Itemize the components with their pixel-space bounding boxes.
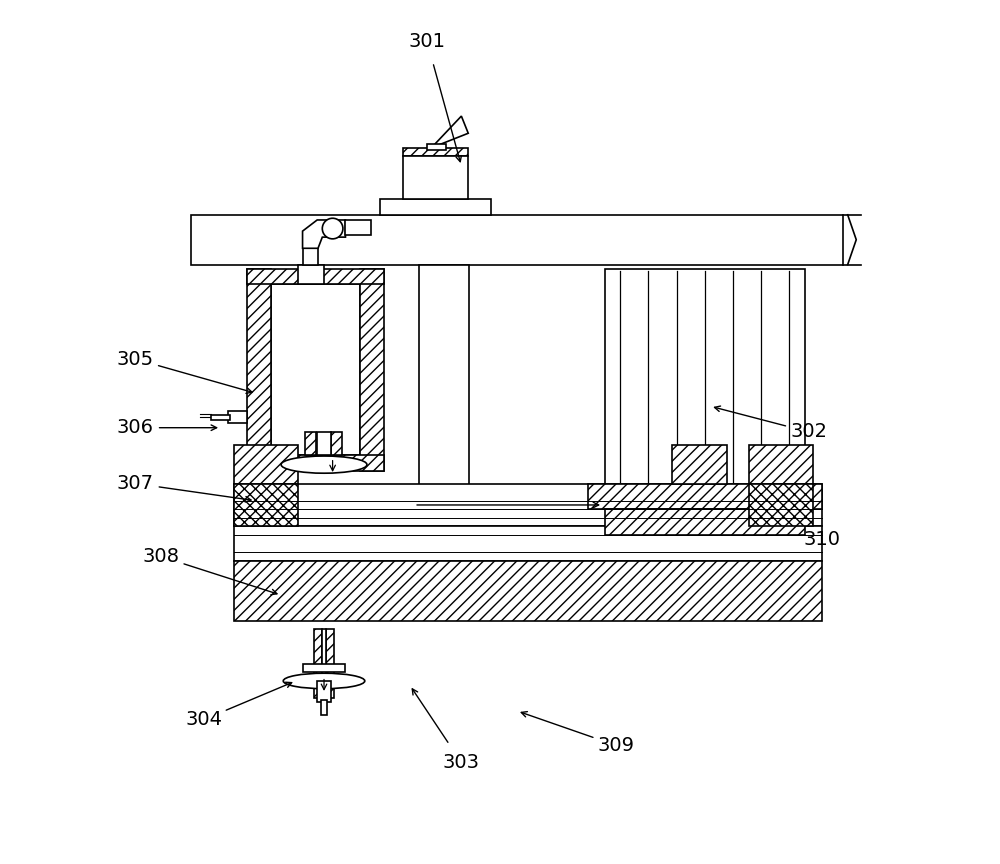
Bar (247, 269, 271, 471)
Polygon shape (431, 116, 468, 148)
Bar (234, 445, 298, 484)
Bar (403, 156, 468, 200)
Bar (326, 630, 334, 698)
Text: 303: 303 (443, 753, 480, 772)
Bar (605, 269, 805, 484)
Bar (403, 148, 468, 156)
Text: 310: 310 (803, 530, 840, 549)
Bar (419, 264, 469, 500)
Bar (360, 269, 384, 471)
Bar (234, 526, 822, 561)
Text: 301: 301 (409, 32, 446, 51)
Bar (314, 630, 322, 698)
Bar (331, 432, 342, 455)
Text: 307: 307 (117, 474, 154, 493)
Bar (234, 484, 822, 526)
Text: 305: 305 (117, 350, 154, 369)
Bar (303, 664, 345, 672)
Bar (234, 561, 822, 621)
Bar (228, 411, 247, 423)
Text: 304: 304 (185, 710, 222, 729)
Bar (345, 220, 371, 235)
Bar (380, 200, 491, 215)
Bar (247, 269, 384, 284)
Bar (322, 630, 326, 698)
Polygon shape (303, 220, 345, 248)
Bar (298, 265, 324, 284)
Text: 309: 309 (597, 736, 634, 755)
Bar (303, 248, 318, 265)
Bar (672, 445, 727, 484)
Circle shape (322, 219, 343, 238)
Bar (749, 445, 813, 484)
Bar (191, 215, 843, 264)
Bar (605, 509, 805, 535)
Text: 302: 302 (791, 422, 828, 442)
Bar (305, 432, 316, 455)
Bar (427, 143, 446, 150)
Bar (317, 681, 331, 702)
Ellipse shape (281, 456, 367, 473)
Text: 306: 306 (117, 418, 154, 437)
Bar (588, 484, 822, 509)
Text: 308: 308 (142, 547, 179, 566)
Bar (749, 484, 813, 526)
Bar (271, 284, 360, 455)
Bar (247, 455, 384, 471)
Bar (317, 432, 331, 455)
Bar (234, 484, 298, 526)
Bar (321, 700, 327, 715)
Ellipse shape (283, 673, 365, 689)
Bar (211, 415, 230, 420)
